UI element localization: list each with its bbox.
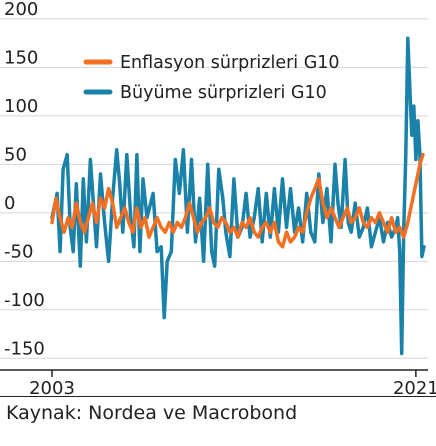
y-tick-label-2: 100 <box>4 96 38 117</box>
y-tick-label-4: 0 <box>4 193 15 214</box>
y-tick-label-1: 150 <box>4 47 38 68</box>
y-tick-label-3: 50 <box>4 144 27 165</box>
source-note: Kaynak: Nordea ve Macrobond <box>6 402 298 424</box>
y-tick-label-5: -50 <box>4 241 33 262</box>
series-line-0 <box>50 36 426 356</box>
x-tick-label-0: 2003 <box>29 378 75 399</box>
chart: 200 150 100 50 0 -50 -100 -150 2003 2021 Enflasyon… <box>0 0 436 399</box>
legend-label-1: Büyüme sürprizleri G10 <box>120 83 327 103</box>
x-tick-label-1: 2021 <box>393 378 436 399</box>
y-tick-label-0: 200 <box>4 0 38 20</box>
legend-label-0: Enflasyon sürprizleri G10 <box>120 53 340 73</box>
y-tick-label-7: -150 <box>4 338 45 359</box>
source-divider <box>0 396 436 397</box>
y-tick-label-6: -100 <box>4 290 45 311</box>
series-line-1 <box>50 152 425 249</box>
